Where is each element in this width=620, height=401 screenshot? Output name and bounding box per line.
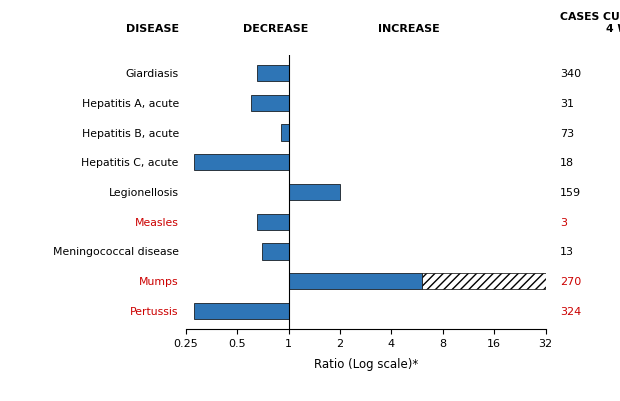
- Bar: [262, 243, 289, 260]
- Text: Mumps: Mumps: [139, 276, 179, 286]
- Bar: [422, 273, 546, 290]
- Text: 31: 31: [560, 99, 574, 109]
- Text: Measles: Measles: [135, 217, 179, 227]
- Bar: [195, 303, 289, 319]
- Bar: [257, 214, 289, 230]
- Text: 159: 159: [560, 188, 581, 197]
- Text: 3: 3: [560, 217, 567, 227]
- Text: 340: 340: [560, 69, 581, 79]
- Text: CASES CURRENT
4 WEEKS: CASES CURRENT 4 WEEKS: [560, 12, 620, 34]
- X-axis label: Ratio (Log scale)*: Ratio (Log scale)*: [314, 357, 418, 370]
- Text: DECREASE: DECREASE: [243, 24, 309, 34]
- Text: 324: 324: [560, 306, 581, 316]
- Text: Hepatitis B, acute: Hepatitis B, acute: [82, 128, 179, 138]
- Text: 18: 18: [560, 158, 574, 168]
- Bar: [289, 273, 422, 290]
- Text: Meningococcal disease: Meningococcal disease: [53, 247, 179, 257]
- Bar: [289, 184, 340, 200]
- Bar: [257, 66, 289, 82]
- Text: 73: 73: [560, 128, 574, 138]
- Text: Giardiasis: Giardiasis: [126, 69, 179, 79]
- Text: Legionellosis: Legionellosis: [108, 188, 179, 197]
- Text: INCREASE: INCREASE: [378, 24, 440, 34]
- Bar: [195, 155, 289, 171]
- Text: 270: 270: [560, 276, 581, 286]
- Text: Hepatitis A, acute: Hepatitis A, acute: [82, 99, 179, 109]
- Text: DISEASE: DISEASE: [126, 24, 179, 34]
- Bar: [281, 125, 289, 141]
- Bar: [251, 95, 289, 112]
- Text: Hepatitis C, acute: Hepatitis C, acute: [81, 158, 179, 168]
- Text: 13: 13: [560, 247, 574, 257]
- Text: Pertussis: Pertussis: [130, 306, 179, 316]
